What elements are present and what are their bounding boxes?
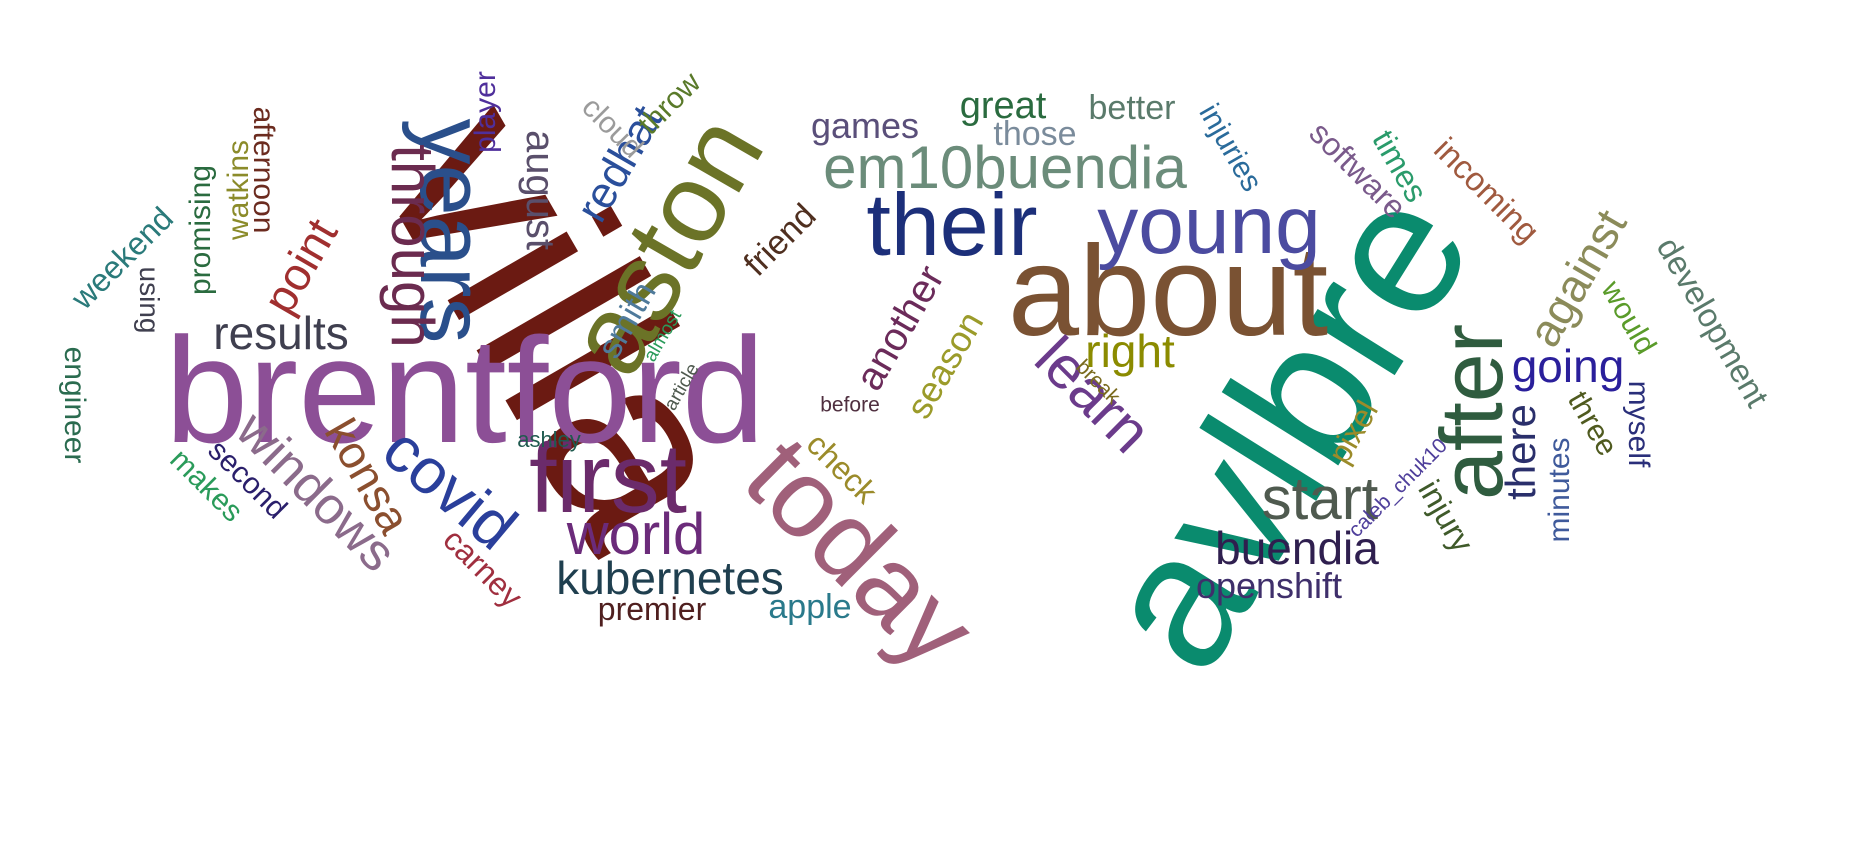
word-results: results xyxy=(213,307,349,359)
word-young: young xyxy=(1097,180,1321,271)
word-those: those xyxy=(993,115,1077,153)
word-going: going xyxy=(1511,340,1625,392)
word-about: about xyxy=(1007,220,1329,363)
word-brentford: brentford xyxy=(164,306,766,474)
word-first: first xyxy=(529,423,687,533)
word-em10buendia: em10buendia xyxy=(823,134,1187,201)
word-openshift: openshift xyxy=(1195,565,1343,606)
word-promising: promising xyxy=(184,164,217,296)
word-minutes: minutes xyxy=(1543,437,1576,543)
word-watkins: watkins xyxy=(222,139,255,241)
word-before: before xyxy=(820,393,880,417)
word-through: through xyxy=(379,144,446,348)
word-better: better xyxy=(1088,89,1176,127)
word-their: their xyxy=(866,175,1038,274)
word-premier: premier xyxy=(597,591,707,627)
word-apple: apple xyxy=(768,588,852,626)
word-right: right xyxy=(1085,325,1175,377)
word-august: august xyxy=(518,129,562,251)
word-start: start xyxy=(1261,465,1379,532)
word-there: there xyxy=(1497,404,1544,500)
word-development: development xyxy=(1649,230,1777,414)
word-games: games xyxy=(810,105,920,146)
word-great: great xyxy=(959,85,1047,127)
word-kubernetes: kubernetes xyxy=(556,552,784,604)
word-world: world xyxy=(566,502,706,567)
word-player: player xyxy=(469,71,502,153)
word-engineer: engineer xyxy=(58,346,91,464)
word-ashley: ashley xyxy=(517,427,581,452)
word-using: using xyxy=(134,266,165,334)
word-buendia: buendia xyxy=(1215,522,1379,574)
word-myself: myself xyxy=(1622,380,1655,468)
